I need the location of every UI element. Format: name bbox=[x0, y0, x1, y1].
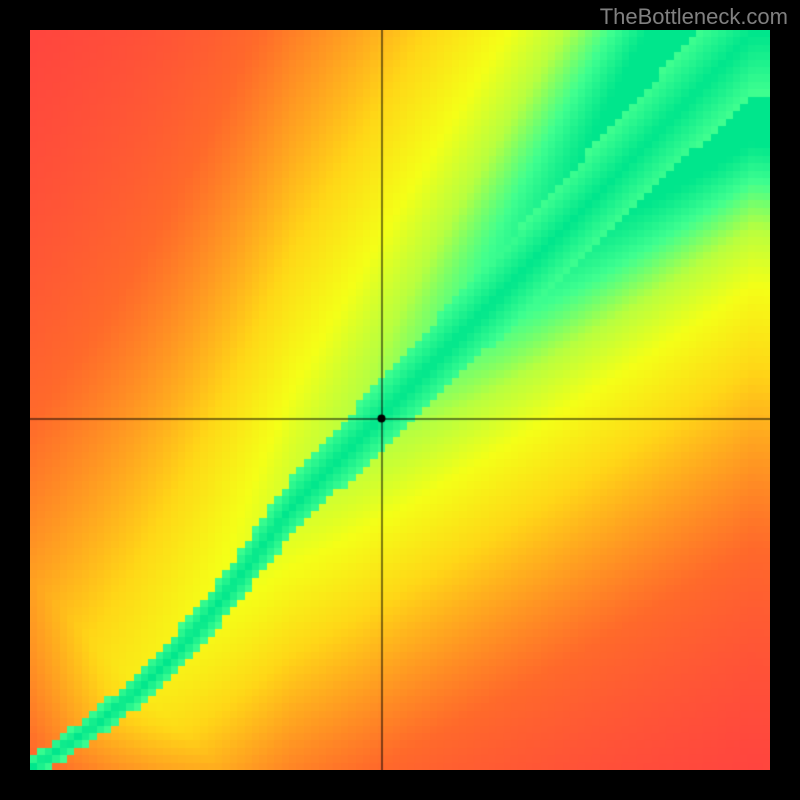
watermark-text: TheBottleneck.com bbox=[600, 4, 788, 30]
heatmap-canvas bbox=[30, 30, 770, 770]
chart-container: TheBottleneck.com bbox=[0, 0, 800, 800]
